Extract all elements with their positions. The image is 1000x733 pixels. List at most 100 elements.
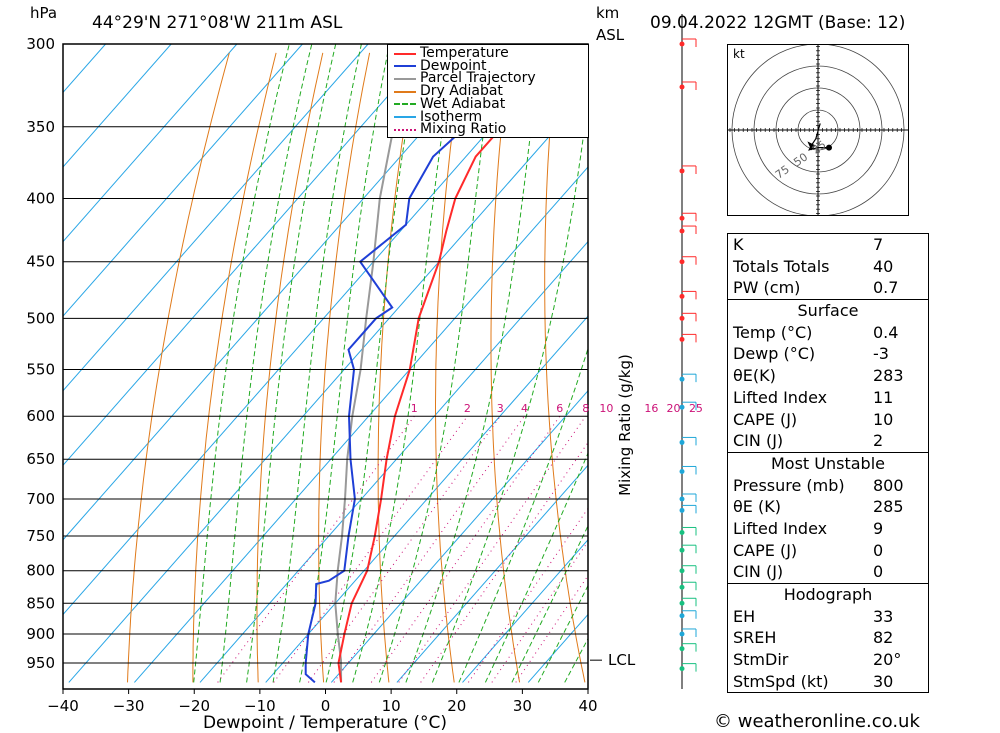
pressure-tick-label: 850 xyxy=(26,594,55,612)
isotherm-line xyxy=(396,464,588,683)
dry-adiabat-line xyxy=(435,52,464,683)
plot-area xyxy=(63,44,727,684)
pressure-tick-label: 950 xyxy=(26,654,55,672)
index-section-title: Hodograph xyxy=(728,583,928,606)
dry-adiabat-line xyxy=(192,52,277,683)
wind-barb xyxy=(679,290,697,300)
legend-label: Isotherm xyxy=(420,108,483,125)
isotherm-line xyxy=(134,166,588,683)
wind-barb-dot xyxy=(679,215,685,221)
index-row: θE(K) 283 xyxy=(728,365,928,387)
wind-barb xyxy=(679,663,697,672)
hodograph-unit-label: kt xyxy=(733,47,745,61)
wet-adiabat-line xyxy=(272,44,362,683)
wind-barb-dot xyxy=(679,84,685,90)
index-value: 82 xyxy=(873,628,894,648)
index-value: 285 xyxy=(873,497,904,517)
skewt-chart: 3003504004505005506006507007508008509009… xyxy=(26,14,727,733)
isotherm-line xyxy=(462,539,588,683)
dry-adiabat-line xyxy=(377,52,417,683)
index-label: Dewp (°C) xyxy=(733,344,816,364)
wet-adiabat-line xyxy=(431,98,588,683)
wet-adiabat-line xyxy=(537,584,588,683)
index-value: 800 xyxy=(873,475,904,495)
wind-barb-dot xyxy=(679,404,685,410)
legend-swatch xyxy=(394,116,416,118)
index-label: StmDir xyxy=(733,650,789,670)
mixing-ratio-axis-label: Mixing Ratio (g/kg) xyxy=(616,354,634,496)
wind-barb-dot xyxy=(679,41,685,47)
index-label: CAPE (J) xyxy=(733,540,798,560)
index-value: 0 xyxy=(873,540,884,560)
index-label: CIN (J) xyxy=(733,562,784,582)
mixing-ratio-line xyxy=(307,415,501,683)
isotherm-line xyxy=(330,389,588,683)
legend-swatch xyxy=(394,103,416,106)
index-row: EH 33 xyxy=(728,606,928,628)
index-label: θE (K) xyxy=(733,497,781,517)
wind-barb-dot xyxy=(679,529,685,535)
wind-barb xyxy=(679,526,697,536)
wind-barb-dot xyxy=(679,547,685,553)
index-value: 2 xyxy=(873,431,884,451)
legend-label: Temperature xyxy=(420,45,509,61)
pressure-tick-label: 650 xyxy=(26,450,55,468)
index-section-title: Surface xyxy=(728,299,928,322)
wind-barb-dot xyxy=(679,315,685,321)
index-row: Totals Totals 40 xyxy=(728,256,928,278)
temp-tick-label: 40 xyxy=(578,697,597,715)
pressure-unit-label: hPa xyxy=(30,4,58,22)
dry-adiabat-line xyxy=(490,52,521,683)
isotherm-line xyxy=(63,44,435,467)
pressure-tick-label: 700 xyxy=(26,490,55,508)
mixing-ratio-label: 4 xyxy=(521,402,528,415)
index-label: Lifted Index xyxy=(733,518,828,538)
wind-barb-dot xyxy=(679,439,685,445)
pressure-tick-label: 800 xyxy=(26,562,55,580)
isotherm-line xyxy=(63,44,172,168)
legend-item: Dewpoint xyxy=(388,57,487,74)
index-row: StmSpd (kt) 30 xyxy=(728,671,928,693)
isotherm-line xyxy=(199,240,588,683)
wet-adiabat-line xyxy=(405,44,543,683)
wind-barb xyxy=(679,544,697,554)
dry-adiabat-line xyxy=(127,52,230,683)
index-value: 9 xyxy=(873,518,884,538)
index-label: SREH xyxy=(733,628,777,648)
wind-barb-dot xyxy=(679,568,685,574)
legend-label: Dewpoint xyxy=(420,57,487,74)
x-axis-label: Dewpoint / Temperature (°C) xyxy=(203,713,447,733)
wind-barb xyxy=(679,38,697,47)
index-label: Temp (°C) xyxy=(733,322,813,342)
chart-legend: Temperature Dewpoint Parcel Trajectory Dry … xyxy=(387,44,589,138)
temp-tick-label: 10 xyxy=(382,697,401,715)
mixing-ratio-label: 2 xyxy=(464,402,471,415)
wind-barb-dot xyxy=(679,507,685,513)
isotherm-line xyxy=(63,44,303,317)
index-value: 10 xyxy=(873,409,894,429)
mixing-ratio-label: 1 xyxy=(411,402,418,415)
wind-barb xyxy=(679,81,697,90)
pressure-tick-label: 550 xyxy=(26,361,55,379)
legend-swatch xyxy=(394,52,416,55)
index-row: Dewp (°C) -3 xyxy=(728,343,928,365)
temperature-line xyxy=(337,44,534,683)
temp-tick-label: −40 xyxy=(47,697,79,715)
isotherm-line xyxy=(594,44,727,682)
mixing-ratio-label: 10 xyxy=(599,402,613,415)
wind-barb xyxy=(679,610,697,619)
index-label: θE(K) xyxy=(733,366,776,386)
wind-barb xyxy=(679,628,697,637)
index-label: EH xyxy=(733,606,756,626)
wet-adiabat-line xyxy=(193,44,290,683)
wind-barb xyxy=(679,225,697,235)
index-section-title: Most Unstable xyxy=(728,451,928,475)
index-value: 0 xyxy=(873,562,884,582)
wet-adiabat-line xyxy=(352,44,457,683)
legend-item: Wet Adiabat xyxy=(388,97,505,111)
wind-barb-dot xyxy=(679,468,685,474)
dewpoint-line xyxy=(304,44,534,684)
index-label: PW (cm) xyxy=(733,278,801,298)
wind-barb-dot xyxy=(679,336,685,342)
